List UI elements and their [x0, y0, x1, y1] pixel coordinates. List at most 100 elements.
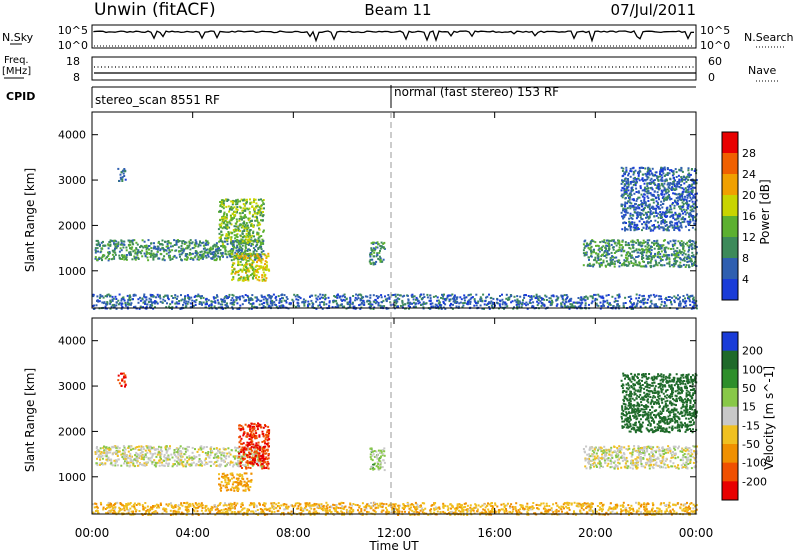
range-gate-cell [674, 257, 677, 260]
range-gate-cell [475, 304, 478, 307]
range-gate-cell [428, 299, 431, 302]
range-gate-cell [686, 256, 689, 259]
range-gate-cell [624, 260, 627, 263]
range-gate-cell [630, 225, 633, 228]
range-gate-cell [241, 295, 244, 298]
range-gate-cell [663, 187, 666, 190]
range-gate-cell [673, 207, 676, 210]
range-gate-cell [237, 251, 240, 254]
range-gate-cell [238, 269, 240, 272]
range-gate-cell [680, 178, 683, 181]
range-gate-cell [371, 258, 374, 261]
range-gate-cell [195, 463, 198, 465]
range-gate-cell [670, 208, 673, 211]
range-gate-cell [657, 175, 660, 178]
range-gate-cell [625, 260, 628, 263]
range-gate-cell [171, 258, 174, 260]
range-gate-cell [283, 299, 286, 302]
range-gate-cell [610, 259, 613, 262]
range-gate-cell [219, 209, 222, 212]
range-gate-cell [611, 255, 614, 258]
range-gate-cell [689, 173, 692, 176]
range-gate-cell [627, 183, 630, 186]
range-gate-cell [677, 297, 680, 300]
range-gate-cell [242, 456, 245, 459]
range-gate-cell [377, 304, 380, 307]
range-gate-cell [632, 307, 634, 310]
range-gate-cell [403, 294, 406, 297]
range-gate-cell [186, 456, 189, 459]
range-gate-cell [228, 253, 231, 256]
range-gate-cell [196, 258, 199, 261]
range-gate-cell [621, 196, 624, 199]
range-gate-cell [252, 267, 255, 270]
nsearch-tick-top: 10^5 [700, 24, 730, 37]
range-gate-cell [696, 206, 698, 208]
range-gate-cell [246, 207, 248, 210]
range-gate-cell [250, 258, 253, 261]
range-gate-cell [650, 181, 653, 184]
range-gate-cell [176, 302, 179, 305]
range-gate-cell [188, 455, 191, 458]
range-gate-cell [238, 257, 241, 260]
range-gate-cell [682, 305, 685, 308]
range-gate-cell [615, 250, 618, 253]
range-gate-cell [169, 242, 172, 245]
range-gate-cell [129, 251, 132, 254]
range-gate-cell [637, 177, 640, 180]
range-gate-cell [663, 249, 666, 251]
range-gate-cell [693, 196, 696, 199]
range-gate-cell [540, 302, 543, 304]
range-gate-cell [101, 454, 104, 457]
range-gate-cell [564, 306, 567, 308]
range-gate-cell [690, 185, 693, 188]
range-gate-cell [673, 204, 676, 207]
range-gate-cell [637, 299, 639, 302]
range-gate-cell [420, 293, 423, 296]
range-gate-cell [252, 243, 254, 246]
range-gate-cell [250, 451, 253, 454]
range-gate-cell [214, 300, 217, 303]
range-gate-cell [518, 305, 521, 308]
range-gate-cell [644, 306, 647, 309]
range-gate-cell [255, 202, 258, 205]
range-gate-cell [328, 300, 331, 303]
range-gate-cell [262, 214, 265, 217]
range-gate-cell [638, 196, 641, 199]
range-gate-cell [232, 294, 235, 297]
range-gate-cell [264, 279, 267, 282]
range-gate-cell [642, 257, 645, 259]
range-gate-cell [241, 455, 244, 458]
range-gate-cell [665, 304, 668, 307]
range-gate-cell [661, 203, 664, 205]
range-gate-cell [146, 451, 149, 454]
range-gate-cell [215, 464, 218, 467]
range-gate-cell [465, 296, 468, 299]
range-gate-cell [691, 251, 694, 254]
range-gate-cell [254, 239, 257, 241]
range-gate-cell [611, 246, 614, 249]
range-gate-cell [238, 218, 241, 220]
range-gate-cell [635, 293, 638, 296]
range-gate-cell [260, 211, 263, 214]
range-gate-cell [261, 253, 264, 256]
range-gate-cell [189, 248, 192, 251]
range-gate-cell [548, 297, 551, 300]
range-gate-cell [642, 239, 645, 242]
range-gate-cell [169, 258, 172, 261]
range-gate-cell [96, 295, 99, 298]
range-gate-cell [135, 248, 138, 251]
range-gate-cell [654, 259, 657, 262]
range-gate-cell [681, 201, 684, 204]
range-gate-cell [665, 254, 668, 257]
range-gate-cell [623, 261, 626, 264]
range-gate-cell [234, 237, 237, 240]
range-gate-cell [572, 301, 575, 304]
range-gate-cell [227, 250, 230, 253]
range-gate-cell [608, 239, 611, 242]
range-gate-cell [226, 224, 229, 226]
range-gate-cell [262, 271, 265, 274]
range-gate-cell [679, 186, 682, 189]
range-gate-cell [194, 294, 197, 297]
range-gate-cell [620, 250, 623, 253]
